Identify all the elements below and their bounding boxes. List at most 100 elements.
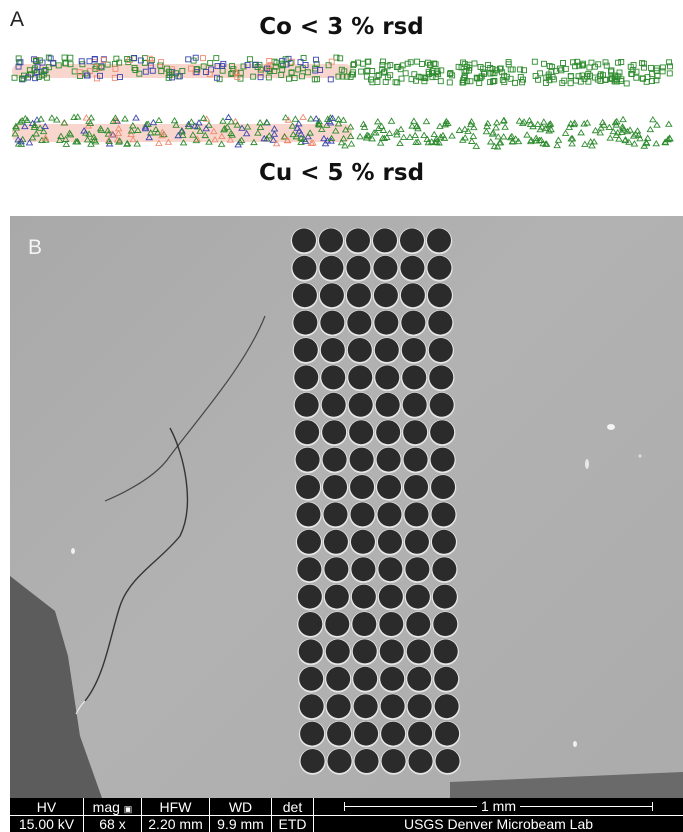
co-data-point <box>427 62 433 68</box>
co-data-point <box>618 59 625 65</box>
cu-data-point <box>265 132 274 139</box>
cu-data-point <box>86 119 95 126</box>
co-data-point <box>295 66 302 73</box>
co-data-point <box>595 61 602 68</box>
panel-a: A Co < 3 % rsd Cu < 5 % rsd <box>0 0 683 200</box>
co-data-point <box>666 70 673 77</box>
co-data-point <box>476 74 483 81</box>
co-data-point <box>615 59 622 66</box>
cu-data-point <box>307 139 316 146</box>
cu-data-point <box>32 130 41 137</box>
cu-data-point <box>205 121 213 128</box>
co-data-point <box>592 74 598 81</box>
ablation-spot <box>406 612 431 636</box>
cu-data-point <box>327 134 336 142</box>
ablation-spot <box>381 749 406 773</box>
hfw-label: HFW <box>159 799 192 815</box>
cu-data-point <box>422 117 431 125</box>
cu-data-point <box>372 129 380 136</box>
co-data-point <box>387 72 394 79</box>
ablation-spot <box>380 694 405 719</box>
cu-data-point <box>220 126 228 133</box>
sem-micrograph-panel: B HV 15.00 kV mag ▣ 68 x HFW 2.20 mm WD … <box>10 216 683 832</box>
cu-data-point <box>250 138 258 146</box>
co-data-point <box>314 76 320 83</box>
co-data-point <box>61 54 68 61</box>
ablation-spot <box>350 502 375 527</box>
cu-data-point <box>461 125 469 132</box>
det-value: ETD <box>272 815 313 832</box>
cu-data-point <box>356 132 364 140</box>
debris-particle <box>573 741 577 747</box>
cu-data-point <box>109 117 118 124</box>
co-data-point <box>404 60 411 67</box>
co-data-point <box>461 75 468 81</box>
cu-data-point <box>164 138 173 145</box>
ablation-spot <box>428 310 453 335</box>
cu-data-point <box>80 127 88 134</box>
co-data-point <box>76 69 83 76</box>
ablation-spot <box>296 475 321 499</box>
ablation-spot <box>298 639 323 664</box>
co-data-point <box>15 55 22 62</box>
co-data-point <box>584 73 590 80</box>
hfw-value: 2.20 mm <box>142 815 209 832</box>
co-data-point <box>633 68 640 75</box>
cu-data-point <box>360 123 369 130</box>
cu-data-point <box>297 130 305 137</box>
ablation-spot <box>351 584 376 609</box>
co-data-point <box>250 73 257 80</box>
cu-data-point <box>41 122 49 130</box>
cu-data-point <box>294 119 303 127</box>
co-data-point <box>648 70 655 77</box>
cu-data-point <box>424 138 433 146</box>
cu-data-point <box>341 142 349 149</box>
crack-line <box>104 315 266 502</box>
cu-data-point <box>269 136 278 143</box>
co-data-point <box>77 73 83 79</box>
co-data-point <box>112 65 119 72</box>
ablation-spot <box>381 721 406 746</box>
ablation-spot <box>407 666 432 691</box>
cu-data-point <box>191 122 199 129</box>
ablation-spot <box>292 255 317 280</box>
ablation-spot <box>346 255 371 280</box>
co-data-point <box>517 66 524 73</box>
cu-data-point <box>586 138 595 145</box>
co-data-point <box>653 77 660 84</box>
cu-data-point <box>72 138 80 145</box>
ablation-spot <box>353 666 378 691</box>
hv-cell: HV 15.00 kV <box>10 798 84 832</box>
cu-data-point <box>374 118 382 125</box>
cu-data-point <box>661 138 670 146</box>
co-data-point <box>265 74 272 81</box>
ablation-spot <box>348 392 373 417</box>
co-data-point <box>38 69 45 76</box>
co-data-point <box>279 57 286 64</box>
co-data-point <box>188 65 195 72</box>
cu-data-point <box>304 132 312 140</box>
cu-data-point <box>87 114 96 121</box>
co-data-point <box>541 60 547 67</box>
cu-data-point <box>591 126 600 134</box>
co-data-point <box>327 76 334 83</box>
co-data-point <box>237 75 244 82</box>
cu-data-point <box>209 127 218 135</box>
cu-data-point <box>227 129 235 136</box>
cu-data-point <box>609 127 618 135</box>
cu-data-point <box>493 118 501 126</box>
cu-data-point <box>633 127 642 134</box>
ablation-spot <box>293 310 318 335</box>
cu-data-point <box>533 120 542 127</box>
cu-data-point <box>468 137 476 144</box>
ablation-spot <box>319 283 344 308</box>
scale-and-lab-cell: 1 mm USGS Denver Microbeam Lab <box>314 798 683 832</box>
cu-data-point <box>291 115 300 122</box>
lab-name: USGS Denver Microbeam Lab <box>314 815 683 832</box>
ablation-spot <box>299 666 324 691</box>
co-data-point <box>213 74 220 81</box>
cu-data-point <box>583 119 592 126</box>
co-data-point <box>407 59 414 66</box>
crack-line <box>75 700 86 715</box>
cu-data-point <box>281 113 290 121</box>
